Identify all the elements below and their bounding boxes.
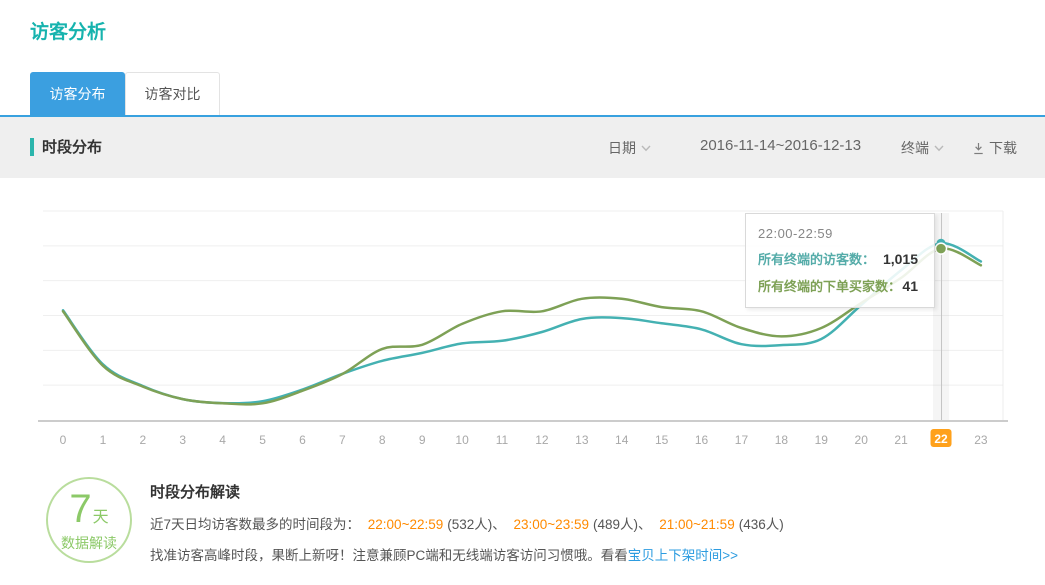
download-icon <box>974 142 983 154</box>
badge-number: 7 <box>69 487 92 531</box>
tooltip-buyers-label: 所有终端的下单买家数： <box>758 279 902 294</box>
listing-time-link[interactable]: 宝贝上下架时间>> <box>627 548 739 563</box>
x-tick-label: 23 <box>974 433 988 447</box>
line-chart-canvas: 0 1 2 3 4 5 6 7 8 9 10 11 12 13 14 15 16 17 18 19 20 21 22 23 <box>38 210 1008 447</box>
x-tick-label: 17 <box>735 433 749 447</box>
x-tick-label: 18 <box>775 433 789 447</box>
terminal-dropdown[interactable]: 终端 <box>901 138 944 158</box>
x-tick-label: 21 <box>894 433 908 447</box>
insight-line2-text: 找准访客高峰时段，果断上新呀！注意兼顾PC端和无线端访客访问习惯哦。看看 <box>150 548 628 563</box>
x-tick-label: 16 <box>695 433 709 447</box>
badge-unit: 天 <box>92 509 109 526</box>
chevron-down-icon <box>641 145 651 151</box>
tooltip-row-visitors: 所有终端的访客数： 1,015 <box>758 249 922 268</box>
peak-range-1: 22:00~22:59 <box>367 517 444 532</box>
x-tick-label: 12 <box>535 433 549 447</box>
x-tick-label: 19 <box>815 433 829 447</box>
tab-bar: 访客分布 访客对比 <box>30 72 220 115</box>
x-tick-label: 8 <box>379 433 386 447</box>
peak-count-1: (532人)、 <box>447 517 506 532</box>
x-tick-label: 2 <box>139 433 146 447</box>
x-tick-label-highlighted: 22 <box>934 432 948 446</box>
x-tick-label: 6 <box>299 433 306 447</box>
x-tick-label: 13 <box>575 433 589 447</box>
x-tick-label: 11 <box>496 433 509 447</box>
highlighted-tick-badge <box>930 429 952 447</box>
x-tick-label: 4 <box>219 433 226 447</box>
section-header: 时段分布 日期 2016-11-14~2016-12-13 终端 下载 <box>0 117 1045 178</box>
x-tick-label: 9 <box>419 433 426 447</box>
x-tick-label: 20 <box>855 433 869 447</box>
buyers-line <box>61 247 983 406</box>
x-tick-label: 0 <box>60 433 67 447</box>
badge-caption: 数据解读 <box>61 535 117 551</box>
tab-underline <box>0 115 1045 117</box>
tooltip-visitors-value: 1,015 <box>882 251 918 267</box>
tooltip-buyers-row: 所有终端的下单买家数： 41 <box>758 276 922 295</box>
x-tick-label: 3 <box>179 433 186 447</box>
download-button[interactable]: 下载 <box>972 138 1017 158</box>
tooltip-time-range: 22:00-22:59 <box>758 226 833 241</box>
tooltip-buyers-value: 41 <box>902 278 918 294</box>
date-dropdown-label: 日期 <box>608 140 636 156</box>
seven-day-badge: 7 天 数据解读 <box>46 477 132 563</box>
chart-tooltip: 22:00-22:59 所有终端的访客数： 1,015 所有终端的下单买家数： … <box>745 213 935 308</box>
tooltip-visitors-label: 所有终端的访客数： <box>758 252 876 267</box>
page-title: 访客分析 <box>30 22 107 43</box>
peak-count-3: (436人) <box>738 517 784 532</box>
peak-range-2: 23:00~23:59 <box>513 517 589 532</box>
peak-count-2: (489人)、 <box>592 517 652 532</box>
x-tick-label: 5 <box>259 433 266 447</box>
time-distribution-chart[interactable]: 0 1 2 3 4 5 6 7 8 9 10 11 12 13 14 15 16 17 18 19 20 21 22 23 2… <box>0 178 1045 463</box>
chevron-down-icon <box>934 145 944 151</box>
x-tick-label: 15 <box>655 433 669 447</box>
buyers-point-marker <box>934 242 948 255</box>
section-accent-bar <box>30 137 34 156</box>
x-tick-label: 10 <box>455 433 469 447</box>
x-tick-label: 1 <box>100 433 107 447</box>
insight-section: 7 天 数据解读 时段分布解读 近7天日均访客数最多的时间段为： 22:00~2… <box>0 463 1045 585</box>
terminal-dropdown-label: 终端 <box>901 140 929 156</box>
date-dropdown[interactable]: 日期 <box>608 138 651 158</box>
insight-line-1: 近7天日均访客数最多的时间段为： 22:00~22:59 (532人)、 23:0… <box>150 513 1010 533</box>
insight-line-2: 找准访客高峰时段，果断上新呀！注意兼顾PC端和无线端访客访问习惯哦。看看宝贝上下… <box>150 544 1010 564</box>
date-range-value: 2016-11-14~2016-12-13 <box>700 137 862 154</box>
x-tick-label: 7 <box>339 433 346 447</box>
section-title: 时段分布 <box>42 139 103 156</box>
download-label: 下载 <box>989 140 1017 156</box>
peak-range-3: 21:00~21:59 <box>659 517 735 532</box>
tab-visitor-comparison[interactable]: 访客对比 <box>125 72 220 115</box>
insight-heading: 时段分布解读 <box>150 484 241 501</box>
insight-line1-prefix: 近7天日均访客数最多的时间段为： <box>150 517 361 532</box>
tab-visitor-distribution[interactable]: 访客分布 <box>30 72 125 115</box>
x-tick-label: 14 <box>615 433 629 447</box>
